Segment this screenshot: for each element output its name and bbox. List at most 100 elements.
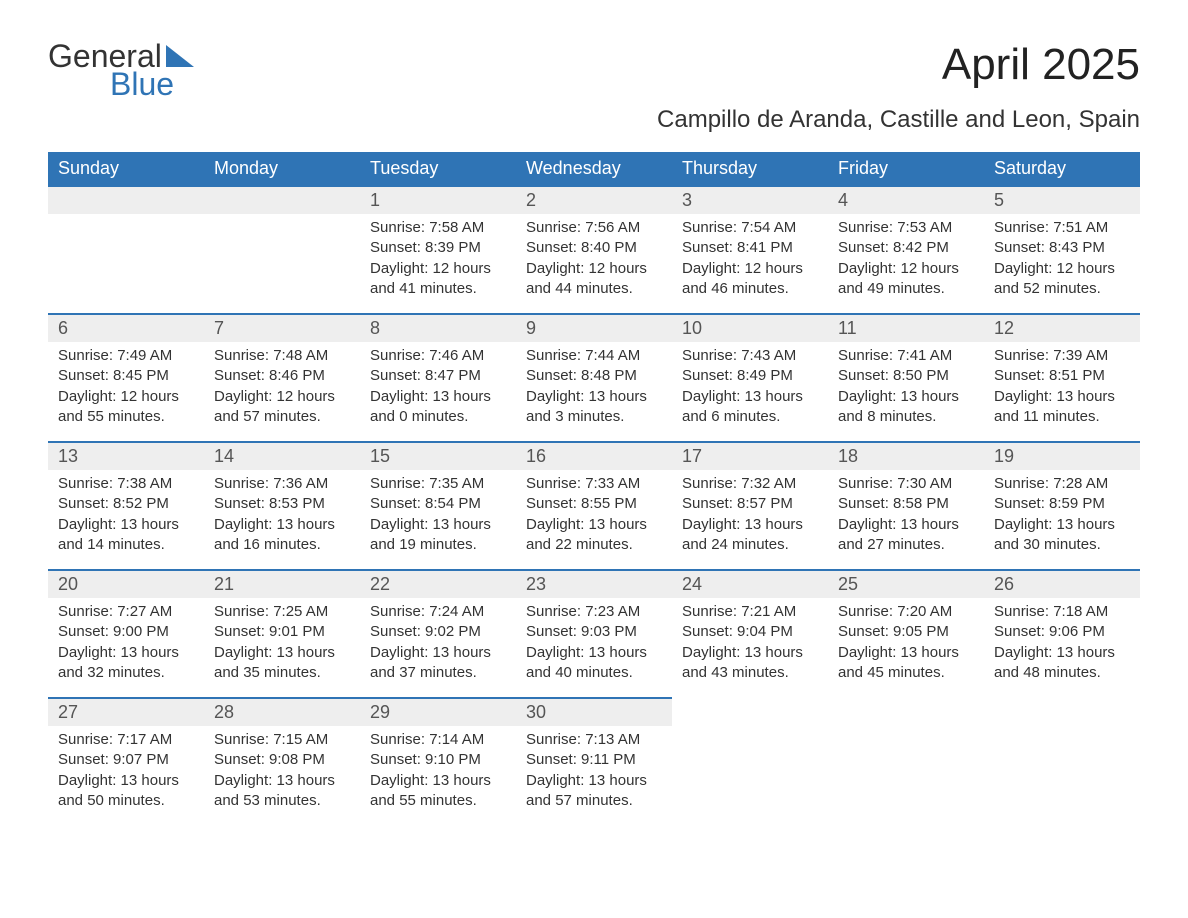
daylight-text: and 55 minutes. (370, 791, 506, 811)
day-details: Sunrise: 7:46 AMSunset: 8:47 PMDaylight:… (360, 342, 516, 437)
day-details: Sunrise: 7:24 AMSunset: 9:02 PMDaylight:… (360, 598, 516, 693)
day-details: Sunrise: 7:25 AMSunset: 9:01 PMDaylight:… (204, 598, 360, 693)
day-number: 30 (516, 699, 672, 726)
day-number: 29 (360, 699, 516, 726)
header: General Blue April 2025 (48, 40, 1140, 100)
daylight-text: Daylight: 13 hours (370, 515, 506, 535)
daylight-text: and 35 minutes. (214, 663, 350, 683)
sunrise-text: Sunrise: 7:43 AM (682, 346, 818, 366)
calendar-cell: 16Sunrise: 7:33 AMSunset: 8:55 PMDayligh… (516, 442, 672, 570)
daylight-text: Daylight: 13 hours (370, 643, 506, 663)
day-details: Sunrise: 7:35 AMSunset: 8:54 PMDaylight:… (360, 470, 516, 565)
sunrise-text: Sunrise: 7:30 AM (838, 474, 974, 494)
sunset-text: Sunset: 8:53 PM (214, 494, 350, 514)
day-details (204, 214, 360, 228)
daylight-text: and 50 minutes. (58, 791, 194, 811)
day-number: 10 (672, 315, 828, 342)
sunset-text: Sunset: 8:54 PM (370, 494, 506, 514)
daylight-text: Daylight: 12 hours (370, 259, 506, 279)
sunset-text: Sunset: 8:49 PM (682, 366, 818, 386)
sunset-text: Sunset: 9:06 PM (994, 622, 1130, 642)
day-details: Sunrise: 7:49 AMSunset: 8:45 PMDaylight:… (48, 342, 204, 437)
day-details (48, 214, 204, 228)
daylight-text: and 53 minutes. (214, 791, 350, 811)
daylight-text: and 37 minutes. (370, 663, 506, 683)
day-details: Sunrise: 7:13 AMSunset: 9:11 PMDaylight:… (516, 726, 672, 821)
sunset-text: Sunset: 8:52 PM (58, 494, 194, 514)
sunrise-text: Sunrise: 7:17 AM (58, 730, 194, 750)
sunset-text: Sunset: 9:07 PM (58, 750, 194, 770)
sunrise-text: Sunrise: 7:41 AM (838, 346, 974, 366)
sunset-text: Sunset: 9:04 PM (682, 622, 818, 642)
daylight-text: and 8 minutes. (838, 407, 974, 427)
location-subtitle: Campillo de Aranda, Castille and Leon, S… (48, 106, 1140, 134)
day-number (204, 187, 360, 214)
day-details: Sunrise: 7:56 AMSunset: 8:40 PMDaylight:… (516, 214, 672, 309)
sunrise-text: Sunrise: 7:54 AM (682, 218, 818, 238)
day-number: 14 (204, 443, 360, 470)
calendar-row: 27Sunrise: 7:17 AMSunset: 9:07 PMDayligh… (48, 698, 1140, 826)
weekday-header: Monday (204, 152, 360, 186)
calendar-cell: 1Sunrise: 7:58 AMSunset: 8:39 PMDaylight… (360, 186, 516, 314)
daylight-text: Daylight: 13 hours (526, 771, 662, 791)
calendar-cell (204, 186, 360, 314)
daylight-text: and 32 minutes. (58, 663, 194, 683)
sunrise-text: Sunrise: 7:56 AM (526, 218, 662, 238)
sunset-text: Sunset: 8:39 PM (370, 238, 506, 258)
day-number: 6 (48, 315, 204, 342)
calendar-cell: 29Sunrise: 7:14 AMSunset: 9:10 PMDayligh… (360, 698, 516, 826)
daylight-text: Daylight: 13 hours (58, 515, 194, 535)
daylight-text: Daylight: 12 hours (58, 387, 194, 407)
sunrise-text: Sunrise: 7:51 AM (994, 218, 1130, 238)
calendar-cell: 5Sunrise: 7:51 AMSunset: 8:43 PMDaylight… (984, 186, 1140, 314)
daylight-text: and 22 minutes. (526, 535, 662, 555)
day-details (672, 725, 828, 739)
weekday-header-row: Sunday Monday Tuesday Wednesday Thursday… (48, 152, 1140, 186)
day-details (984, 725, 1140, 739)
daylight-text: Daylight: 12 hours (994, 259, 1130, 279)
sunset-text: Sunset: 8:59 PM (994, 494, 1130, 514)
weekday-header: Friday (828, 152, 984, 186)
day-number: 11 (828, 315, 984, 342)
sunrise-text: Sunrise: 7:58 AM (370, 218, 506, 238)
daylight-text: and 14 minutes. (58, 535, 194, 555)
sunrise-text: Sunrise: 7:33 AM (526, 474, 662, 494)
sunrise-text: Sunrise: 7:49 AM (58, 346, 194, 366)
day-details: Sunrise: 7:43 AMSunset: 8:49 PMDaylight:… (672, 342, 828, 437)
calendar-cell: 27Sunrise: 7:17 AMSunset: 9:07 PMDayligh… (48, 698, 204, 826)
sunset-text: Sunset: 9:02 PM (370, 622, 506, 642)
sunrise-text: Sunrise: 7:21 AM (682, 602, 818, 622)
daylight-text: Daylight: 13 hours (370, 387, 506, 407)
day-details: Sunrise: 7:44 AMSunset: 8:48 PMDaylight:… (516, 342, 672, 437)
daylight-text: Daylight: 13 hours (682, 387, 818, 407)
daylight-text: and 3 minutes. (526, 407, 662, 427)
calendar-table: Sunday Monday Tuesday Wednesday Thursday… (48, 152, 1140, 826)
calendar-cell: 13Sunrise: 7:38 AMSunset: 8:52 PMDayligh… (48, 442, 204, 570)
day-details: Sunrise: 7:15 AMSunset: 9:08 PMDaylight:… (204, 726, 360, 821)
weekday-header: Wednesday (516, 152, 672, 186)
daylight-text: and 44 minutes. (526, 279, 662, 299)
daylight-text: and 57 minutes. (526, 791, 662, 811)
day-number: 12 (984, 315, 1140, 342)
daylight-text: Daylight: 13 hours (58, 771, 194, 791)
daylight-text: Daylight: 13 hours (994, 643, 1130, 663)
day-details: Sunrise: 7:41 AMSunset: 8:50 PMDaylight:… (828, 342, 984, 437)
sunrise-text: Sunrise: 7:20 AM (838, 602, 974, 622)
daylight-text: Daylight: 13 hours (214, 643, 350, 663)
day-details: Sunrise: 7:58 AMSunset: 8:39 PMDaylight:… (360, 214, 516, 309)
daylight-text: and 45 minutes. (838, 663, 974, 683)
day-details: Sunrise: 7:33 AMSunset: 8:55 PMDaylight:… (516, 470, 672, 565)
daylight-text: Daylight: 13 hours (526, 515, 662, 535)
daylight-text: and 57 minutes. (214, 407, 350, 427)
sunset-text: Sunset: 8:50 PM (838, 366, 974, 386)
daylight-text: and 16 minutes. (214, 535, 350, 555)
daylight-text: Daylight: 12 hours (214, 387, 350, 407)
daylight-text: Daylight: 12 hours (526, 259, 662, 279)
daylight-text: Daylight: 13 hours (682, 515, 818, 535)
calendar-row: 1Sunrise: 7:58 AMSunset: 8:39 PMDaylight… (48, 186, 1140, 314)
calendar-cell: 26Sunrise: 7:18 AMSunset: 9:06 PMDayligh… (984, 570, 1140, 698)
calendar-cell: 4Sunrise: 7:53 AMSunset: 8:42 PMDaylight… (828, 186, 984, 314)
day-number (672, 698, 828, 725)
day-details: Sunrise: 7:38 AMSunset: 8:52 PMDaylight:… (48, 470, 204, 565)
day-number: 21 (204, 571, 360, 598)
